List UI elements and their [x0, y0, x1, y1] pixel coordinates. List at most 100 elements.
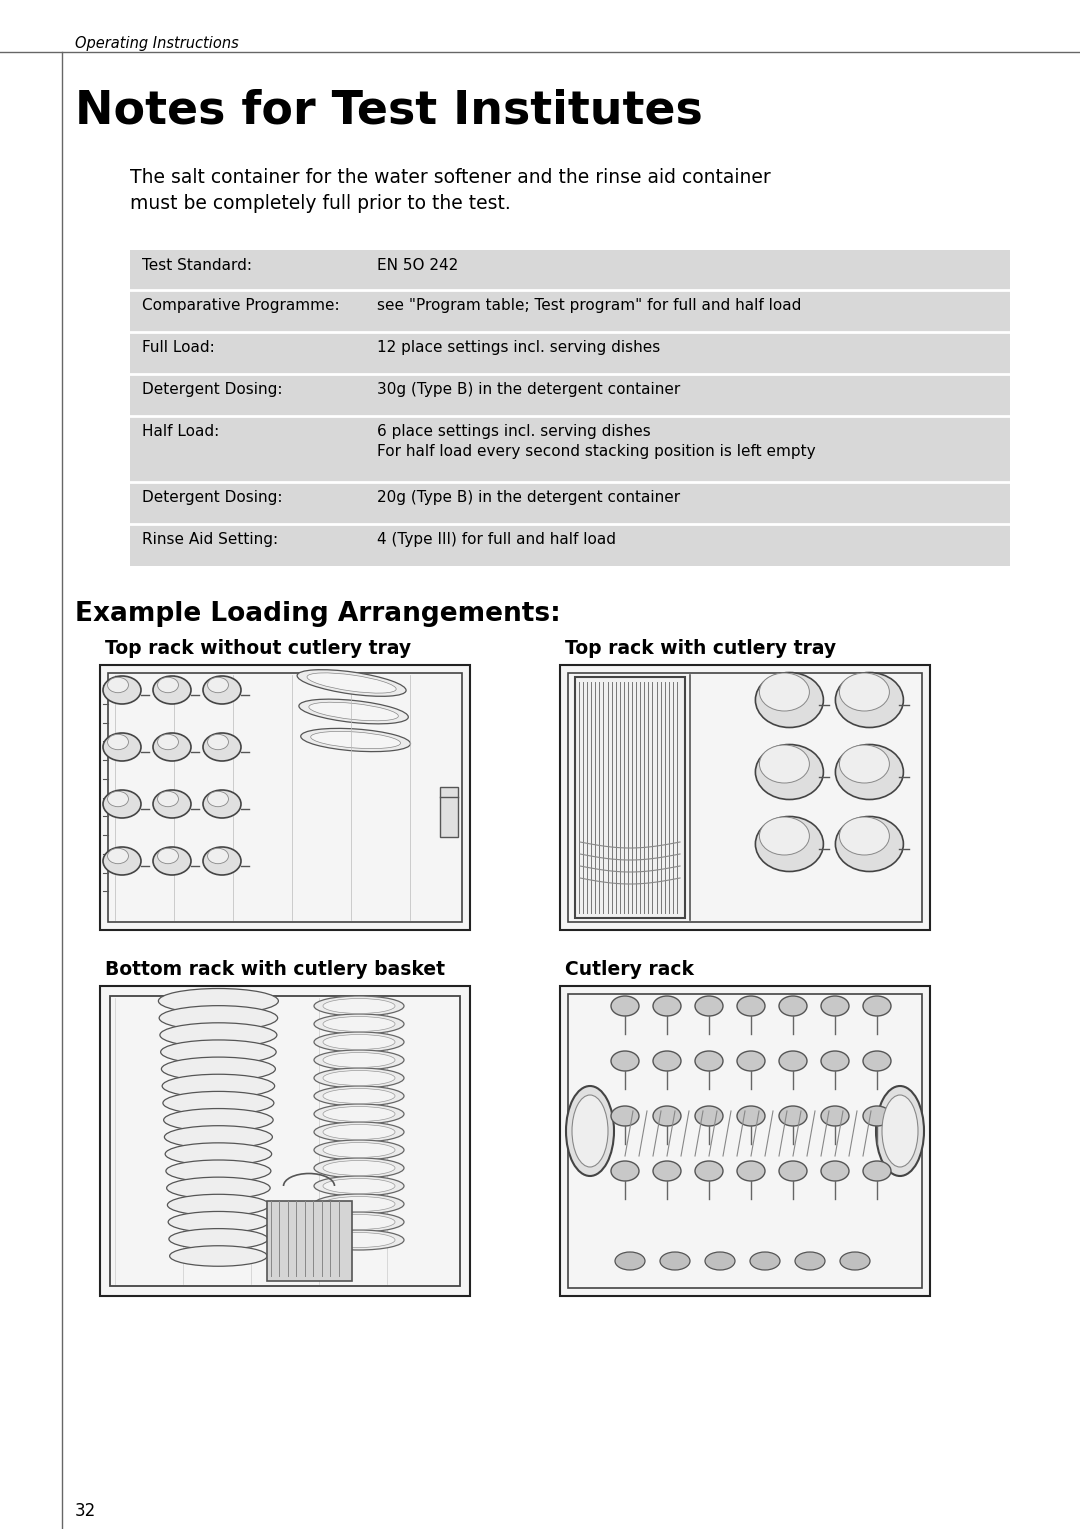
Ellipse shape — [323, 1035, 395, 1049]
Ellipse shape — [153, 676, 191, 703]
Ellipse shape — [314, 1032, 404, 1052]
Ellipse shape — [755, 673, 823, 728]
Ellipse shape — [153, 847, 191, 875]
Ellipse shape — [207, 677, 229, 693]
Ellipse shape — [170, 1246, 267, 1266]
Ellipse shape — [323, 1070, 395, 1086]
Ellipse shape — [737, 1161, 765, 1180]
Ellipse shape — [759, 745, 809, 783]
Text: Detergent Dosing:: Detergent Dosing: — [141, 489, 283, 505]
Ellipse shape — [882, 1095, 918, 1167]
Text: Test Standard:: Test Standard: — [141, 258, 252, 274]
Ellipse shape — [323, 1124, 395, 1139]
Ellipse shape — [750, 1252, 780, 1271]
Ellipse shape — [314, 1176, 404, 1196]
Ellipse shape — [314, 995, 404, 1015]
Ellipse shape — [323, 1089, 395, 1104]
Ellipse shape — [108, 734, 129, 749]
Ellipse shape — [863, 1161, 891, 1180]
Ellipse shape — [755, 745, 823, 800]
Text: Comparative Programme:: Comparative Programme: — [141, 298, 339, 313]
Ellipse shape — [305, 786, 415, 807]
Text: 20g (Type B) in the detergent container: 20g (Type B) in the detergent container — [377, 489, 680, 505]
Ellipse shape — [863, 995, 891, 1015]
Ellipse shape — [300, 728, 410, 752]
Ellipse shape — [162, 1075, 274, 1098]
Ellipse shape — [167, 1194, 269, 1216]
Ellipse shape — [779, 1050, 807, 1070]
Ellipse shape — [737, 1105, 765, 1125]
Ellipse shape — [779, 1105, 807, 1125]
Ellipse shape — [314, 1050, 404, 1070]
Ellipse shape — [839, 745, 890, 783]
Ellipse shape — [611, 1050, 639, 1070]
Ellipse shape — [821, 1161, 849, 1180]
Ellipse shape — [312, 760, 403, 777]
Ellipse shape — [795, 1252, 825, 1271]
Ellipse shape — [161, 1057, 275, 1081]
Ellipse shape — [566, 1086, 615, 1176]
Ellipse shape — [311, 870, 420, 894]
Ellipse shape — [755, 816, 823, 872]
Text: Cutlery rack: Cutlery rack — [565, 960, 694, 979]
Bar — [108, 673, 462, 922]
Ellipse shape — [314, 1122, 404, 1142]
Ellipse shape — [696, 995, 723, 1015]
Ellipse shape — [821, 995, 849, 1015]
Text: 32: 32 — [75, 1501, 96, 1520]
Bar — [130, 416, 1010, 482]
Ellipse shape — [323, 1179, 395, 1194]
Text: 30g (Type B) in the detergent container: 30g (Type B) in the detergent container — [377, 382, 680, 398]
Ellipse shape — [158, 849, 178, 864]
Ellipse shape — [314, 789, 405, 804]
Bar — [100, 986, 470, 1297]
Ellipse shape — [314, 1086, 404, 1105]
Ellipse shape — [611, 1105, 639, 1125]
Ellipse shape — [314, 1194, 404, 1214]
Ellipse shape — [863, 1050, 891, 1070]
Ellipse shape — [323, 1197, 395, 1211]
Ellipse shape — [108, 849, 129, 864]
Ellipse shape — [103, 790, 141, 818]
Text: Top rack with cutlery tray: Top rack with cutlery tray — [565, 639, 836, 657]
Text: Operating Instructions: Operating Instructions — [75, 37, 239, 50]
Ellipse shape — [863, 1105, 891, 1125]
Ellipse shape — [168, 1229, 268, 1249]
Text: Full Load:: Full Load: — [141, 339, 215, 355]
Ellipse shape — [316, 818, 406, 833]
Ellipse shape — [314, 1067, 404, 1089]
Bar — [130, 251, 1010, 291]
Ellipse shape — [314, 1157, 404, 1177]
Bar — [130, 375, 1010, 416]
Bar — [561, 986, 930, 1297]
Ellipse shape — [876, 1086, 924, 1176]
Ellipse shape — [108, 677, 129, 693]
Ellipse shape — [839, 816, 890, 855]
Ellipse shape — [309, 842, 418, 865]
Ellipse shape — [759, 816, 809, 855]
Bar — [130, 524, 1010, 566]
Ellipse shape — [705, 1252, 735, 1271]
Bar — [568, 673, 922, 922]
Text: 6 place settings incl. serving dishes: 6 place settings incl. serving dishes — [377, 424, 651, 439]
Ellipse shape — [103, 732, 141, 761]
Text: EN 5O 242: EN 5O 242 — [377, 258, 458, 274]
Ellipse shape — [203, 847, 241, 875]
Bar — [100, 665, 470, 930]
Text: Top rack without cutlery tray: Top rack without cutlery tray — [105, 639, 411, 657]
Ellipse shape — [779, 1161, 807, 1180]
Text: Example Loading Arrangements:: Example Loading Arrangements: — [75, 601, 561, 627]
Ellipse shape — [696, 1050, 723, 1070]
Text: Half Load:: Half Load: — [141, 424, 219, 439]
Ellipse shape — [203, 676, 241, 703]
Ellipse shape — [160, 1023, 276, 1047]
Ellipse shape — [159, 1006, 278, 1031]
Ellipse shape — [108, 792, 129, 807]
Ellipse shape — [307, 673, 396, 693]
Text: must be completely full prior to the test.: must be completely full prior to the tes… — [130, 194, 511, 213]
Bar — [568, 994, 922, 1287]
Ellipse shape — [323, 1232, 395, 1248]
Ellipse shape — [158, 677, 178, 693]
Text: see "Program table; Test program" for full and half load: see "Program table; Test program" for fu… — [377, 298, 801, 313]
Text: Rinse Aid Setting:: Rinse Aid Setting: — [141, 532, 279, 547]
